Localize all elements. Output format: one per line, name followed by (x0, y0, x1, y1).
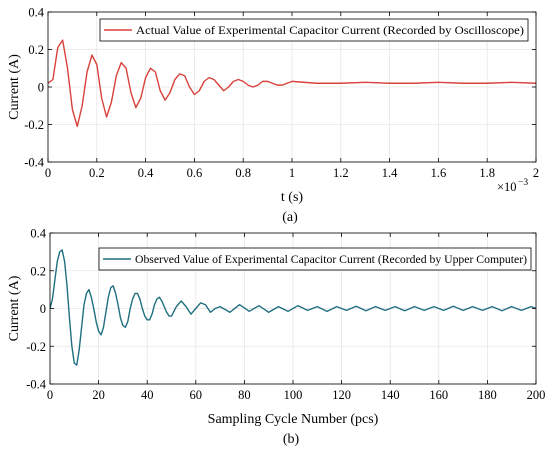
y-tick-label: 0.2 (28, 43, 44, 57)
panel-label: (a) (282, 210, 298, 225)
x-axis-label: t (s) (281, 190, 304, 205)
x-exponent-base: ×10 (497, 180, 517, 194)
x-tick-label: 1.2 (333, 166, 349, 180)
y-tick-label: 0.2 (30, 264, 46, 278)
x-tick-label: 0 (47, 388, 53, 402)
x-tick-label: 0.8 (235, 166, 251, 180)
y-tick-label: -0.2 (26, 340, 46, 354)
series-line (48, 39, 536, 128)
x-tick-label: 0 (45, 166, 51, 180)
x-tick-label: 80 (238, 388, 251, 402)
x-tick-label: 1.8 (479, 166, 495, 180)
x-tick-label: 1 (289, 166, 295, 180)
x-tick-label: 0.4 (138, 166, 154, 180)
legend-box (99, 18, 529, 42)
x-tick-label: 100 (284, 388, 303, 402)
x-tick-label: 180 (478, 388, 497, 402)
x-tick-label: 120 (332, 388, 351, 402)
series-line (50, 249, 536, 366)
chart-panel-b: 0 20 40 60 80 100 120 140 160 180 200 -0.4 -0.2 0 0.2 0… (7, 227, 545, 448)
legend: Actual Value of Experimental Capacitor C… (99, 18, 529, 42)
legend-label: Observed Value of Experimental Capacitor… (135, 254, 527, 266)
x-tick-label: 40 (141, 388, 154, 402)
x-tick-label: 60 (190, 388, 203, 402)
x-tick-label: 1.6 (431, 166, 447, 180)
y-tick-label: -0.2 (24, 118, 44, 132)
x-axis-label: Sampling Cycle Number (pcs) (208, 412, 379, 427)
x-tick-label: 1.4 (382, 166, 398, 180)
y-tick-label: -0.4 (26, 378, 47, 392)
x-tick-label: 140 (381, 388, 400, 402)
x-tick-label: 20 (92, 388, 105, 402)
legend-label: Actual Value of Experimental Capacitor C… (136, 25, 524, 37)
y-tick-label: 0.4 (30, 227, 46, 241)
panel-label: (b) (283, 432, 300, 447)
legend: Observed Value of Experimental Capacitor… (98, 247, 532, 271)
x-tick-label: 200 (527, 388, 546, 402)
y-tick-label: 0 (38, 81, 44, 95)
x-exponent-power: −3 (518, 178, 528, 188)
x-tick-label: 2 (533, 166, 539, 180)
y-tick-label: -0.4 (24, 156, 45, 170)
x-tick-label: 160 (429, 388, 448, 402)
y-axis-label: Current (A) (7, 275, 22, 341)
x-tick-label: 0.6 (187, 166, 203, 180)
x-tick-label: 0.2 (89, 166, 105, 180)
legend-box (98, 247, 532, 271)
chart-panel-a: 0 0.2 0.4 0.6 0.8 1 1.2 1.4 1.6 1.8 2 -0.4 -0.2 0 0.2 0… (7, 6, 539, 226)
y-axis-label: Current (A) (7, 54, 22, 120)
y-tick-label: 0.4 (28, 6, 44, 20)
y-tick-label: 0 (40, 302, 46, 316)
